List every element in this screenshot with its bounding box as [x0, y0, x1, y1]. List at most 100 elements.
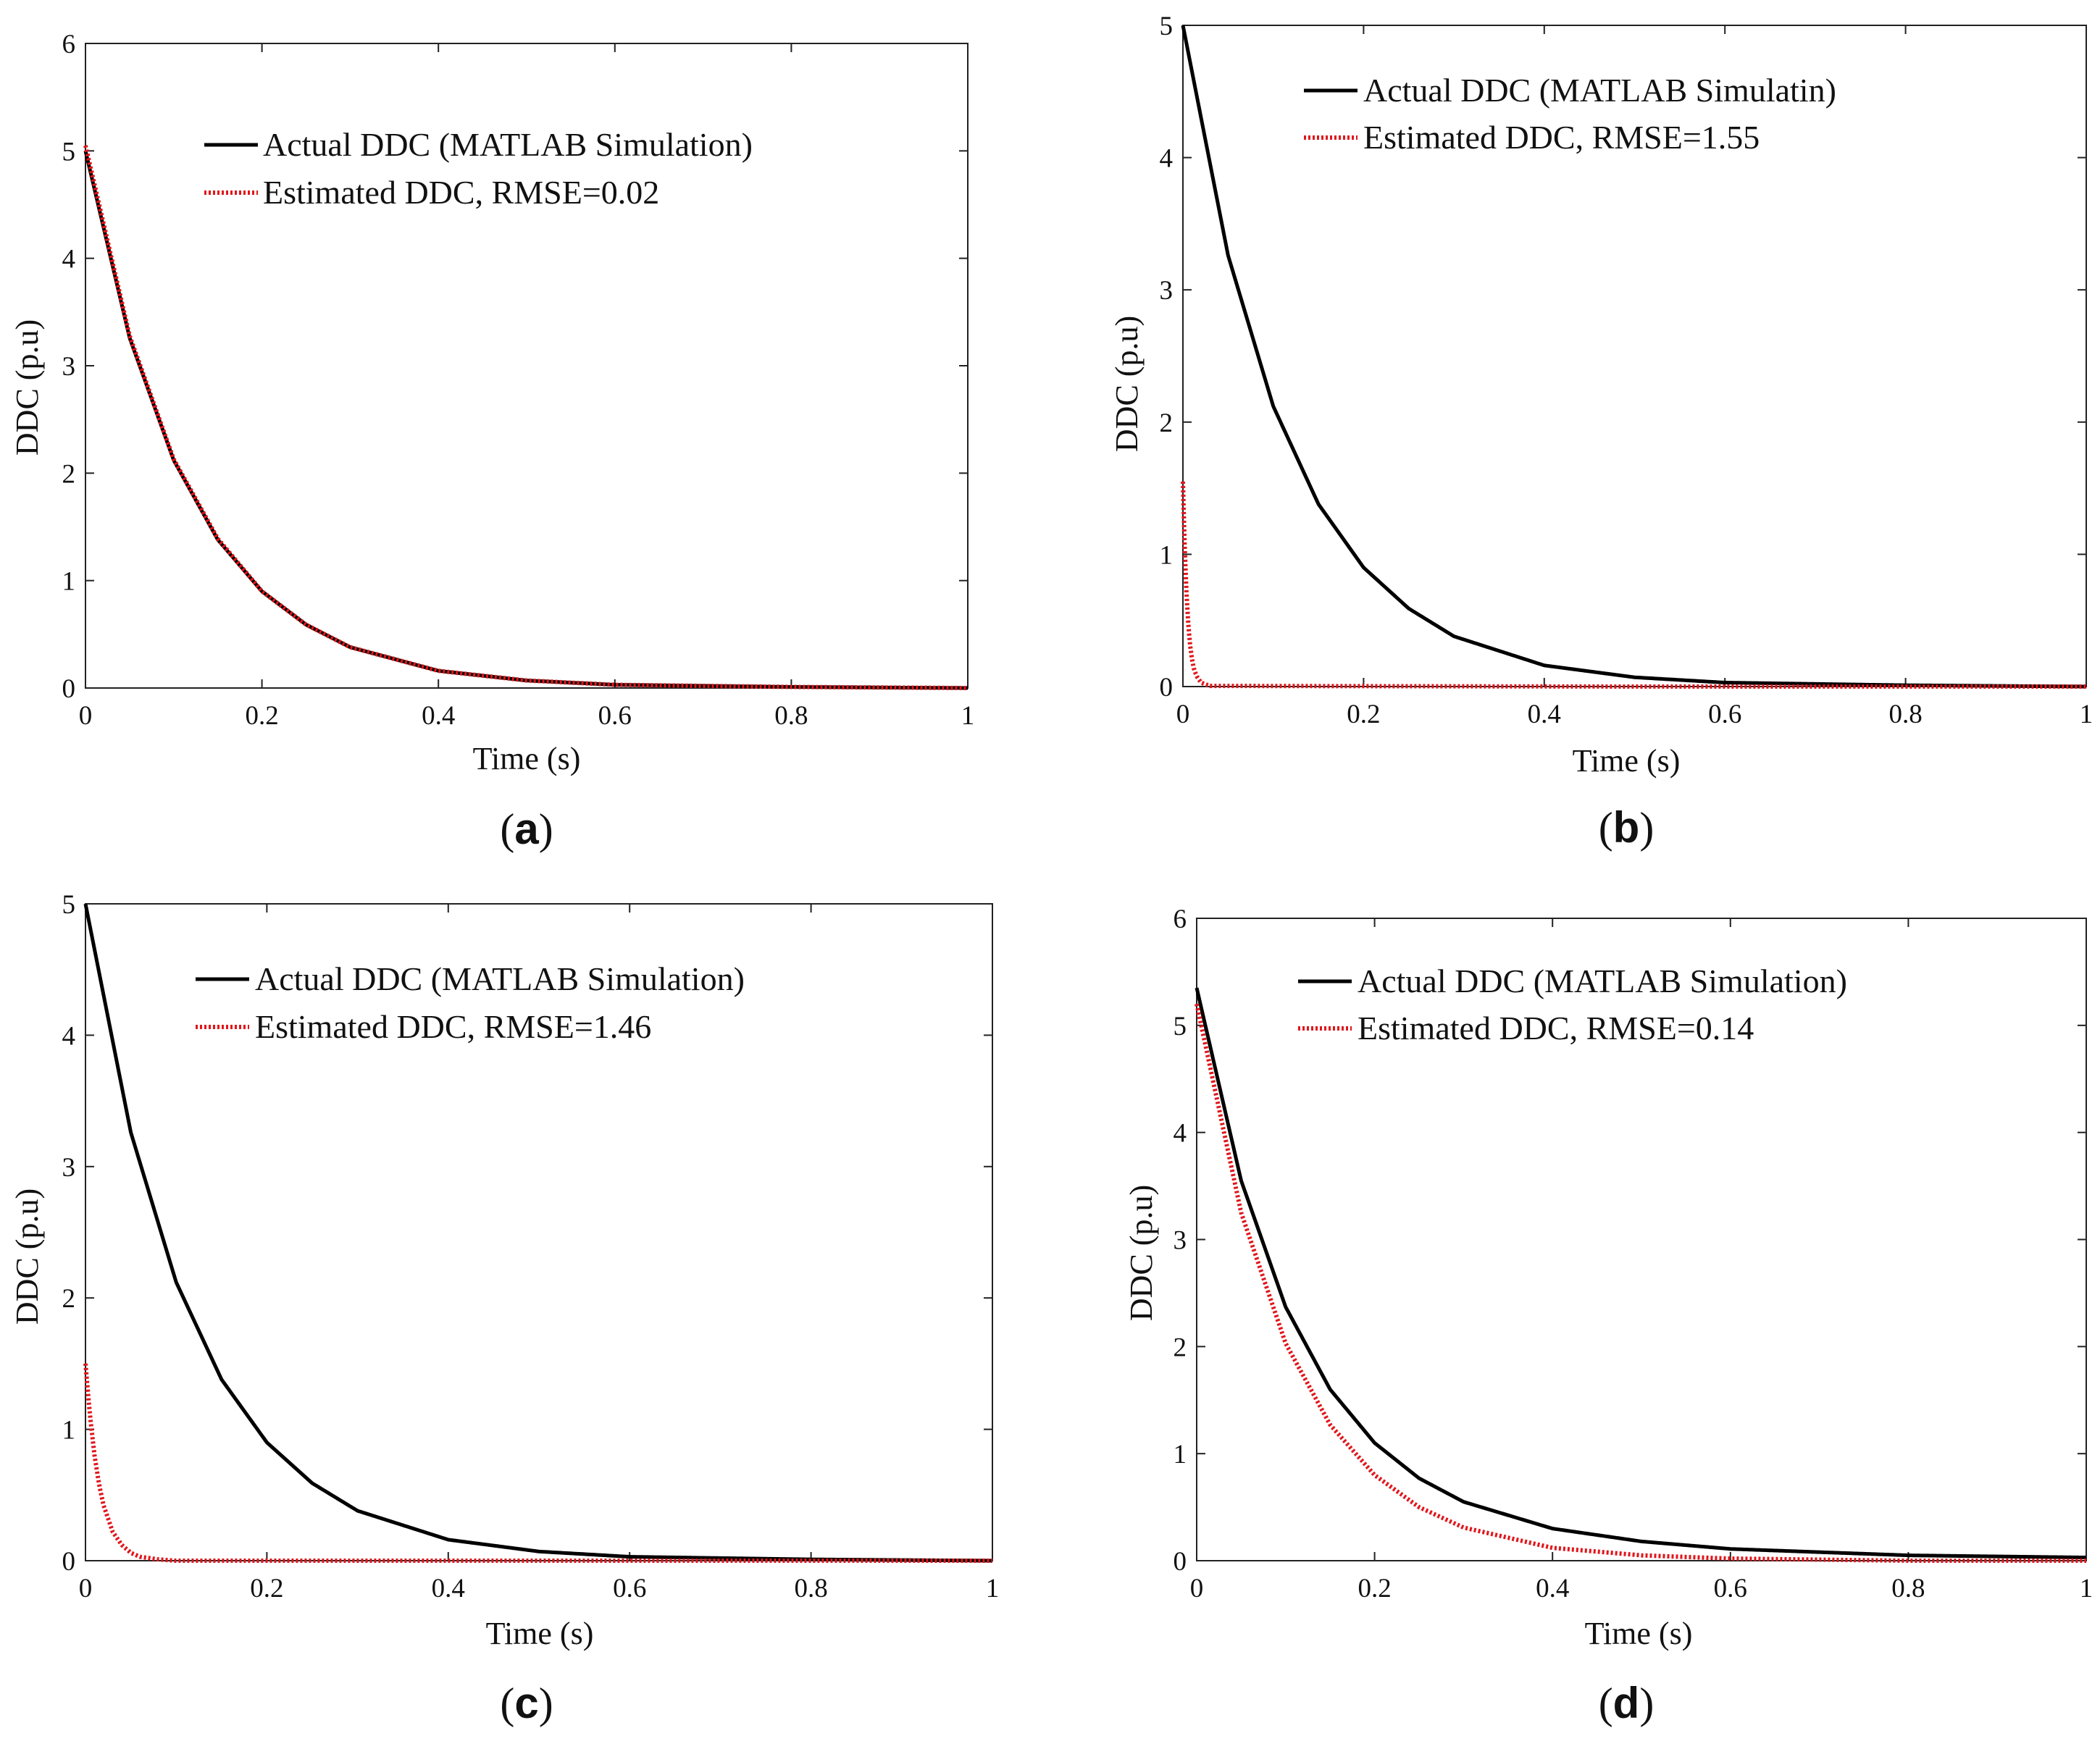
panel-c-xtick-label: 1	[986, 1574, 1000, 1603]
panel-b-xtick-label: 0.2	[1347, 700, 1380, 729]
panel-c-caption: (c)	[500, 1679, 553, 1727]
panel-d-xtick-label: 0	[1190, 1574, 1204, 1603]
panel-c-xtick-label: 0	[79, 1574, 93, 1603]
panel-a-ylabel: DDC (p.u)	[9, 319, 45, 456]
panel-d: DDC (p.u) Time (s) (d) 0 0.2 0.4 0.6 0.8 1 0 1 2…	[1124, 905, 2093, 1727]
panel-b-series-actual-line	[1181, 25, 2087, 689]
panel-a: DDC (p.u) Time (s) (a) 0 0.2 0.4 0.6 0.8 1 0 1 2…	[9, 30, 974, 853]
panel-c-caption-letter: c	[514, 1679, 538, 1727]
panel-a-ytick-label: 3	[62, 352, 76, 382]
panel-d-series-estimated-line	[1195, 1003, 2087, 1563]
panel-a-xtick-label: 0.8	[774, 701, 808, 731]
panel-c-ytick-label: 3	[62, 1153, 76, 1183]
panel-c-xlabel: Time (s)	[486, 1616, 594, 1651]
panel-a-caption-letter: a	[514, 805, 539, 853]
panel-d-ytick-label: 5	[1174, 1012, 1187, 1041]
panel-a-series-estimated-line	[83, 145, 969, 690]
panel-c-ytick-label: 4	[62, 1021, 76, 1051]
panel-b-ytick-label: 4	[1160, 144, 1174, 174]
panel-a-xlabel: Time (s)	[473, 741, 581, 776]
panel-d-ytick-label: 0	[1174, 1547, 1187, 1577]
panel-a-legend: Actual DDC (MATLAB Simulation) Estimated…	[204, 126, 753, 211]
panel-c-ytick-label: 5	[62, 890, 76, 920]
panel-a-caption-open: (	[500, 805, 514, 853]
panel-d-caption-letter: d	[1613, 1679, 1640, 1727]
panel-c-legend: Actual DDC (MATLAB Simulation) Estimated…	[196, 960, 745, 1045]
panel-a-ytick-label: 4	[62, 245, 76, 274]
panel-d-legend-label-estimated: Estimated DDC, RMSE=0.14	[1358, 1010, 1754, 1047]
panel-d-caption-open: (	[1599, 1679, 1613, 1727]
panel-a-xtick-label: 0.2	[245, 701, 278, 731]
panel-a-xtick-label: 0.4	[422, 701, 455, 731]
panel-d-ytick-label: 2	[1174, 1333, 1187, 1362]
panel-c-plot: 0 0.2 0.4 0.6 0.8 1 0 1 2 3 4 5	[62, 890, 1000, 1603]
panel-b-legend-label-actual: Actual DDC (MATLAB Simulatin)	[1363, 72, 1836, 109]
panel-b-plot: 0 0.2 0.4 0.6 0.8 1 0 1 2 3 4 5	[1160, 12, 2093, 729]
panel-a-ytick-label: 5	[62, 137, 76, 167]
panel-d-legend: Actual DDC (MATLAB Simulation) Estimated…	[1298, 962, 1847, 1047]
panel-b-caption: (b)	[1599, 803, 1655, 852]
panel-b-xtick-label: 1	[2080, 700, 2093, 729]
panel-b-xtick-label: 0.6	[1708, 700, 1741, 729]
panel-b-legend-label-estimated: Estimated DDC, RMSE=1.55	[1363, 119, 1760, 156]
panel-a-ytick-label: 2	[62, 459, 76, 489]
panel-b-xlabel: Time (s)	[1573, 743, 1681, 779]
panel-c-caption-open: (	[500, 1679, 514, 1727]
panel-a-caption: (a)	[500, 805, 553, 853]
panel-b-ylabel: DDC (p.u)	[1109, 316, 1145, 452]
panel-a-caption-close: )	[539, 805, 553, 853]
panel-c-xtick-label: 0.6	[613, 1574, 646, 1603]
panel-d-xtick-label: 0.2	[1358, 1574, 1391, 1603]
panel-a-ytick-label: 6	[62, 30, 76, 59]
panel-d-xlabel: Time (s)	[1585, 1616, 1693, 1651]
panel-b-xtick-label: 0.4	[1528, 700, 1561, 729]
panel-c-axes-box	[85, 903, 993, 1561]
panel-c-ytick-label: 0	[62, 1547, 76, 1577]
panel-b-ytick-label: 2	[1160, 408, 1174, 438]
panel-a-xtick-label: 0.6	[598, 701, 632, 731]
panel-a-ytick-label: 1	[62, 567, 76, 597]
panel-b-xtick-label: 0	[1176, 700, 1190, 729]
panel-b-caption-open: (	[1599, 804, 1613, 852]
panel-c-ytick-label: 2	[62, 1284, 76, 1314]
panel-b-legend: Actual DDC (MATLAB Simulatin) Estimated …	[1304, 72, 1836, 156]
panel-b-series-estimated-line	[1181, 481, 2087, 689]
panel-c-ytick-label: 1	[62, 1416, 76, 1446]
panel-d-xtick-label: 0.4	[1536, 1574, 1569, 1603]
panel-d-ytick-label: 6	[1174, 905, 1187, 934]
panel-b-caption-letter: b	[1613, 803, 1640, 852]
panel-d-ytick-label: 1	[1174, 1440, 1187, 1469]
panel-d-xtick-label: 0.8	[1891, 1574, 1925, 1603]
panel-c-xtick-label: 0.4	[432, 1574, 465, 1603]
panel-b-xtick-label: 0.8	[1888, 700, 1922, 729]
panel-c-ylabel: DDC (p.u)	[9, 1188, 45, 1325]
panel-d-ylabel: DDC (p.u)	[1124, 1185, 1159, 1321]
panel-d-caption: (d)	[1599, 1679, 1655, 1727]
panel-a-plot: 0 0.2 0.4 0.6 0.8 1 0 1 2 3 4 5 6	[62, 30, 975, 731]
panel-b: DDC (p.u) Time (s) (b) 0 0.2 0.4 0.6 0.8 1 0 1 2…	[1109, 12, 2093, 852]
panel-d-legend-label-actual: Actual DDC (MATLAB Simulation)	[1358, 962, 1847, 999]
panel-c-xtick-label: 0.2	[250, 1574, 283, 1603]
panel-c-series-estimated-line	[83, 1363, 993, 1563]
panel-c-legend-label-estimated: Estimated DDC, RMSE=1.46	[255, 1008, 651, 1045]
panel-d-plot: 0 0.2 0.4 0.6 0.8 1 0 1 2 3 4 5 6	[1174, 905, 2093, 1603]
panel-a-legend-label-actual: Actual DDC (MATLAB Simulation)	[263, 126, 753, 163]
panel-d-xtick-label: 1	[2080, 1574, 2093, 1603]
panel-d-caption-close: )	[1639, 1679, 1654, 1727]
panel-a-xtick-label: 0	[79, 701, 93, 731]
panel-b-caption-close: )	[1639, 804, 1654, 852]
panel-b-ytick-label: 5	[1160, 12, 1174, 41]
panel-d-series-actual-line	[1195, 987, 2087, 1560]
panel-a-ytick-label: 0	[62, 674, 76, 704]
panel-a-legend-label-estimated: Estimated DDC, RMSE=0.02	[263, 174, 659, 211]
panel-a-xtick-label: 1	[961, 701, 975, 731]
panel-d-xtick-label: 0.6	[1714, 1574, 1747, 1603]
panel-b-ytick-label: 3	[1160, 276, 1174, 306]
panel-b-axes-box	[1182, 25, 2087, 687]
panel-c-legend-label-actual: Actual DDC (MATLAB Simulation)	[255, 960, 745, 997]
panel-d-ytick-label: 3	[1174, 1226, 1187, 1256]
panel-d-ytick-label: 4	[1174, 1119, 1187, 1149]
panel-c: DDC (p.u) Time (s) (c) 0 0.2 0.4 0.6 0.8 1 0 1 2…	[9, 890, 999, 1727]
